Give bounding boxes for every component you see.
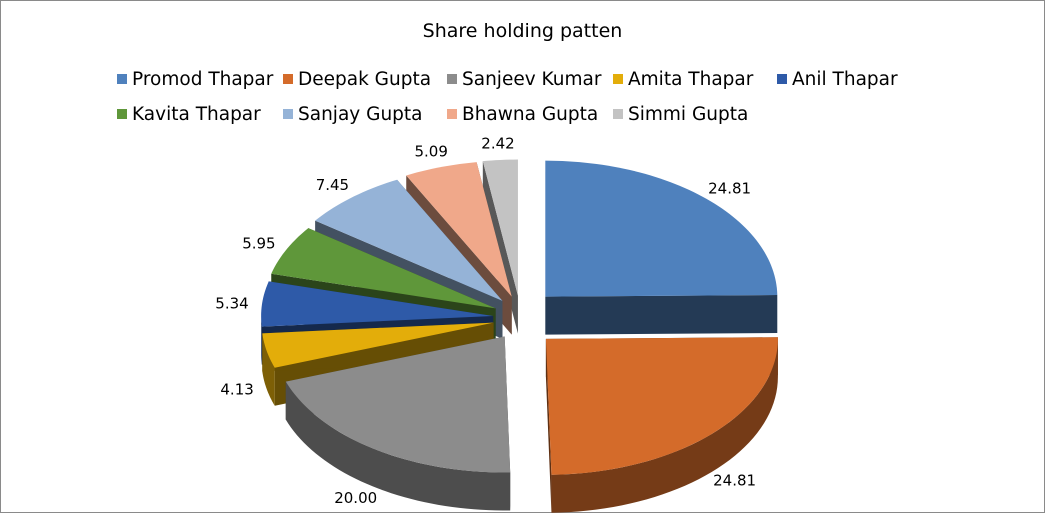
legend-swatch (283, 74, 293, 84)
data-label-simmi-gupta: 2.42 (481, 134, 514, 152)
pie-slice-deepak-gupta (545, 337, 778, 513)
slice-side-face (545, 338, 552, 513)
slice-top-face (406, 162, 512, 297)
legend-swatch (613, 74, 623, 84)
data-label-kavita-thapar: 5.95 (242, 234, 275, 252)
chart-title: Share holding patten (422, 20, 623, 42)
pie-tops: 24.81 24.81 20.00 4.13 5.34 5.95 7.45 5.09 2.42 (215, 134, 756, 507)
slice-top-face (315, 179, 503, 301)
slice-top-face (271, 228, 496, 309)
legend-row-1: Promod Thapar Deepak Gupta Sanjeev Kumar… (0, 69, 1045, 93)
data-label-amita-thapar: 4.13 (220, 381, 253, 399)
legend-label: Deepak Gupta (298, 69, 432, 90)
slice-top-face (262, 322, 494, 368)
legend-label: Anil Thapar (792, 69, 898, 90)
data-label-sanjeev-kumar: 20.00 (334, 489, 377, 507)
legend-label: Sanjeev Kumar (462, 69, 602, 90)
legend-label: Bhawna Gupta (462, 104, 599, 125)
data-label-sanjay-gupta: 7.45 (316, 176, 349, 194)
legend-swatch (283, 109, 293, 119)
slice-outer-wall (262, 333, 275, 406)
slice-side-face (545, 295, 778, 335)
legend-label: Simmi Gupta (628, 104, 749, 125)
slice-top-face (261, 281, 494, 327)
legend-swatch (777, 74, 787, 84)
pie-slice-sanjeev-kumar (285, 336, 511, 511)
legend-swatch (613, 109, 623, 119)
data-label-anil-thapar: 5.34 (215, 294, 248, 312)
legend-swatch (117, 74, 127, 84)
legend-swatch (117, 109, 127, 119)
data-label-bhawna-gupta: 5.09 (414, 142, 447, 160)
legend-swatch (447, 74, 457, 84)
slice-outer-wall (261, 316, 262, 365)
legend-row-2: Kavita Thapar Sanjay Gupta Bhawna Gupta … (0, 104, 1045, 128)
pie-slice-promod-thapar (545, 160, 778, 335)
legend-swatch (447, 109, 457, 119)
data-label-deepak-gupta: 24.81 (713, 472, 756, 490)
legend-label: Kavita Thapar (132, 104, 261, 125)
data-label-promod-thapar: 24.81 (708, 179, 751, 197)
slice-top-face (545, 160, 778, 297)
slice-outer-wall (285, 381, 511, 511)
slice-top-face (545, 337, 778, 475)
legend-label: Promod Thapar (132, 69, 274, 90)
slice-outer-wall (551, 338, 778, 513)
slice-top-face (482, 159, 518, 296)
pie-sides (261, 159, 778, 513)
legend-label: Sanjay Gupta (298, 104, 423, 125)
legend-label: Amita Thapar (628, 69, 754, 90)
slice-top-face (285, 336, 511, 473)
